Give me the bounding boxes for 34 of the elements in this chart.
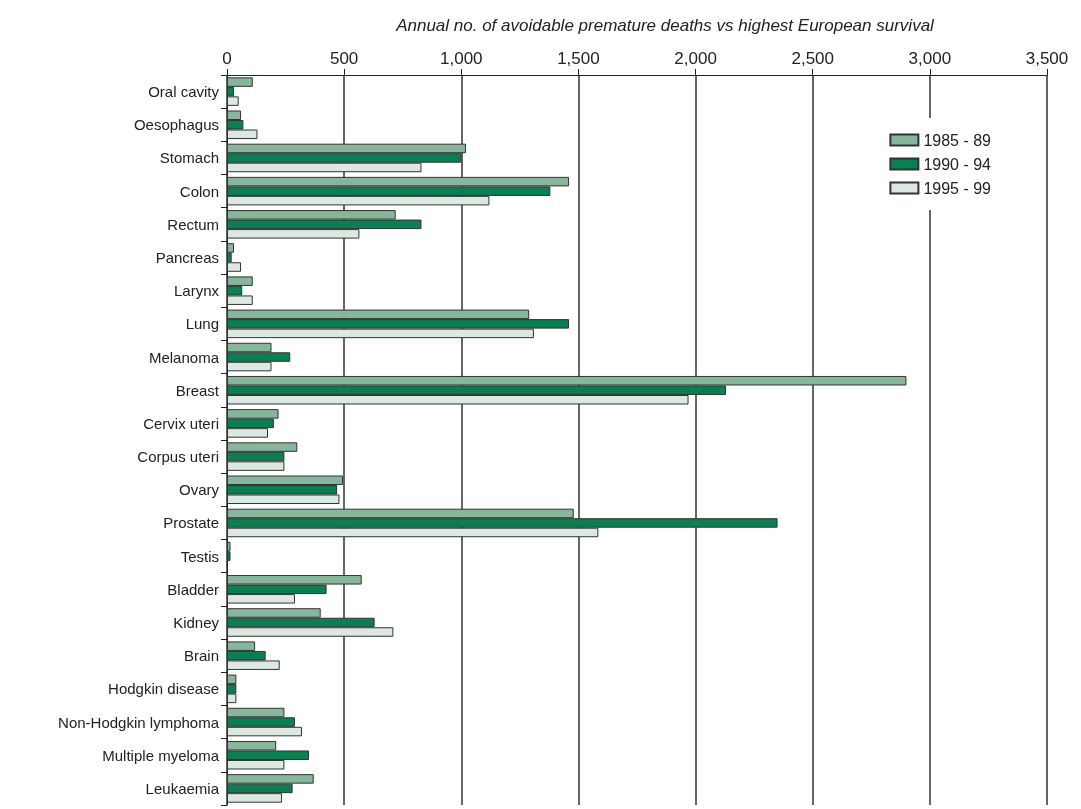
- y-tick-label: Oesophagus: [133, 116, 219, 134]
- y-tick-label: Ovary: [178, 481, 220, 499]
- y-tick-label: Cervix uteri: [143, 414, 219, 432]
- x-tick-label: 3,000: [908, 49, 952, 68]
- legend-label: 1990 - 94: [923, 155, 992, 173]
- y-tick-label: Bladder: [167, 580, 219, 598]
- legend-label: 1985 - 89: [923, 131, 992, 149]
- y-tick-label: Non-Hodgkin lymphoma: [58, 713, 220, 731]
- y-tick-label: Oral cavity: [148, 83, 220, 101]
- y-tick-label: Lung: [185, 315, 219, 333]
- y-tick-label: Stomach: [159, 149, 219, 167]
- y-tick-label: Corpus uteri: [137, 448, 219, 466]
- y-tick-label: Testis: [180, 547, 219, 565]
- x-tick-label: 3,500: [1025, 49, 1069, 68]
- x-tick-label: 2,500: [791, 49, 834, 68]
- y-tick-label: Breast: [175, 381, 220, 399]
- y-tick-label: Larynx: [173, 282, 220, 300]
- x-tick-label: 500: [329, 49, 359, 68]
- x-tick-label: 2,000: [674, 49, 717, 68]
- y-tick-label: Multiple myeloma: [102, 746, 220, 764]
- y-tick-label: Colon: [179, 182, 219, 200]
- y-tick-label: Brain: [183, 647, 219, 665]
- legend-label: 1995 - 99: [923, 179, 992, 197]
- y-tick-label: Hodgkin disease: [108, 680, 219, 698]
- y-tick-label: Rectum: [167, 215, 219, 233]
- chart-title: Annual no. of avoidable premature deaths vs highest European survival: [395, 16, 936, 35]
- y-tick-label: Kidney: [173, 614, 220, 631]
- y-tick-label: Melanoma: [148, 348, 220, 366]
- y-tick-label: Prostate: [163, 514, 219, 532]
- x-tick-label: 1,500: [557, 49, 600, 68]
- y-tick-label: Pancreas: [155, 249, 219, 266]
- x-tick-label: 1,000: [440, 49, 483, 68]
- y-tick-label: Leukaemia: [145, 779, 220, 797]
- x-tick-label: 0: [222, 49, 232, 68]
